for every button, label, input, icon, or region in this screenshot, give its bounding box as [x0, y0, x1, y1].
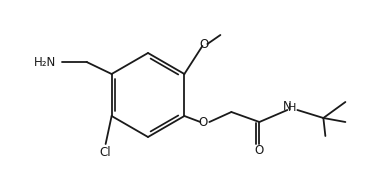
Text: O: O: [199, 115, 208, 128]
Text: Cl: Cl: [100, 146, 112, 159]
Text: H: H: [288, 103, 296, 113]
Text: O: O: [200, 38, 209, 51]
Text: O: O: [255, 144, 264, 157]
Text: H₂N: H₂N: [33, 56, 56, 69]
Text: N: N: [283, 101, 292, 114]
